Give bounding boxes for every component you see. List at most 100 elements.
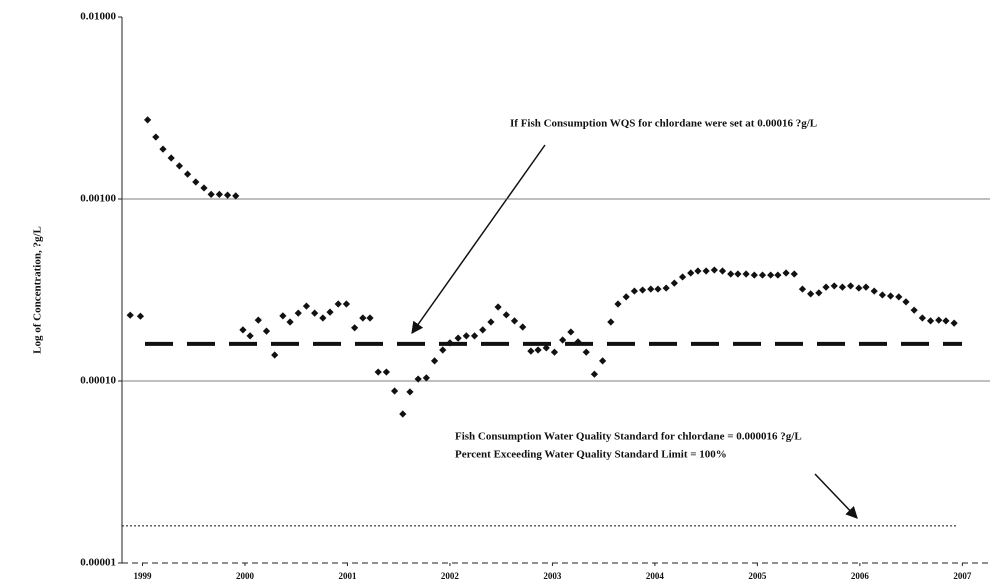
data-point [870,287,878,295]
data-point [687,269,695,277]
annotation: If Fish Consumption WQS for chlordane we… [510,118,817,130]
data-point [567,328,575,336]
data-point [718,267,727,275]
data-point [767,271,775,279]
data-point [607,318,615,326]
data-point [510,317,519,325]
data-point [254,316,262,324]
data-point [439,346,447,354]
x-tick-label: 2005 [748,571,767,581]
data-point [878,291,886,299]
data-point [662,284,670,292]
data-point [694,267,702,275]
data-point [855,284,863,292]
data-point [774,271,782,279]
data-point [654,285,662,293]
data-point [758,271,767,279]
data-point [359,314,367,322]
data-point [926,317,935,325]
data-point [822,283,830,291]
data-point [559,336,567,344]
x-tick-label: 2006 [851,571,870,581]
arrow [814,473,858,519]
data-point [550,348,559,356]
arrow [411,144,546,334]
data-point [215,190,223,198]
data-point [519,323,527,331]
data-point [334,300,342,308]
data-point [454,334,462,342]
data-point [136,312,145,320]
data-point [462,332,470,340]
x-tick-label: 2001 [338,571,357,581]
data-point [895,293,903,301]
data-point [351,324,359,332]
data-point [223,191,232,199]
data-point [782,269,790,277]
data-point [422,374,430,382]
data-point [798,285,807,293]
data-point [647,285,655,293]
data-point [942,317,950,325]
data-point [167,154,175,162]
data-point [702,267,710,275]
x-tick-label: 2004 [646,571,665,581]
data-point [534,346,542,354]
data-point [950,319,958,327]
data-point [271,351,279,359]
data-point [126,311,134,319]
annotation: Percent Exceeding Water Quality Standard… [455,449,727,461]
data-point [599,357,607,365]
y-tick-label: 0.01000 [80,11,116,23]
data-point [239,326,247,334]
data-point [862,283,870,291]
data-point [502,311,510,319]
data-point [807,290,815,298]
data-point [414,375,422,383]
data-point [638,286,647,294]
data-point [159,145,167,153]
y-axis-label: Log of Concentration, ?g/L [32,226,44,354]
data-point [918,314,926,322]
y-tick-label: 0.00001 [80,557,116,569]
data-point [470,332,479,340]
data-point [192,178,200,186]
data-point [326,308,334,316]
data-point [144,116,152,124]
data-point [582,348,590,356]
data-point [622,293,630,301]
data-point [479,326,487,334]
data-point [727,270,735,278]
data-point [175,162,183,170]
data-point [374,368,382,376]
data-point [590,370,599,378]
data-point [232,192,240,200]
data-point [750,271,758,279]
data-point [710,266,718,274]
y-tick-label: 0.00100 [80,193,116,205]
y-tick-label: 0.00010 [80,375,116,387]
data-point [790,270,798,278]
data-point [815,289,823,297]
data-point [319,314,327,322]
data-point [910,306,918,314]
data-point [494,303,502,311]
data-point [382,368,390,376]
data-point [487,318,495,326]
data-point [902,298,910,306]
data-point [286,318,294,326]
x-tick-label: 2002 [441,571,460,581]
data-point [311,309,319,317]
data-point [838,283,847,291]
data-point [847,282,855,290]
data-point [574,338,582,346]
data-point [262,327,271,335]
data-point [390,387,399,395]
data-point [406,388,414,396]
data-point [279,312,287,320]
data-point [152,133,160,141]
data-point [246,332,254,340]
data-point [366,314,374,322]
data-point [614,300,622,308]
